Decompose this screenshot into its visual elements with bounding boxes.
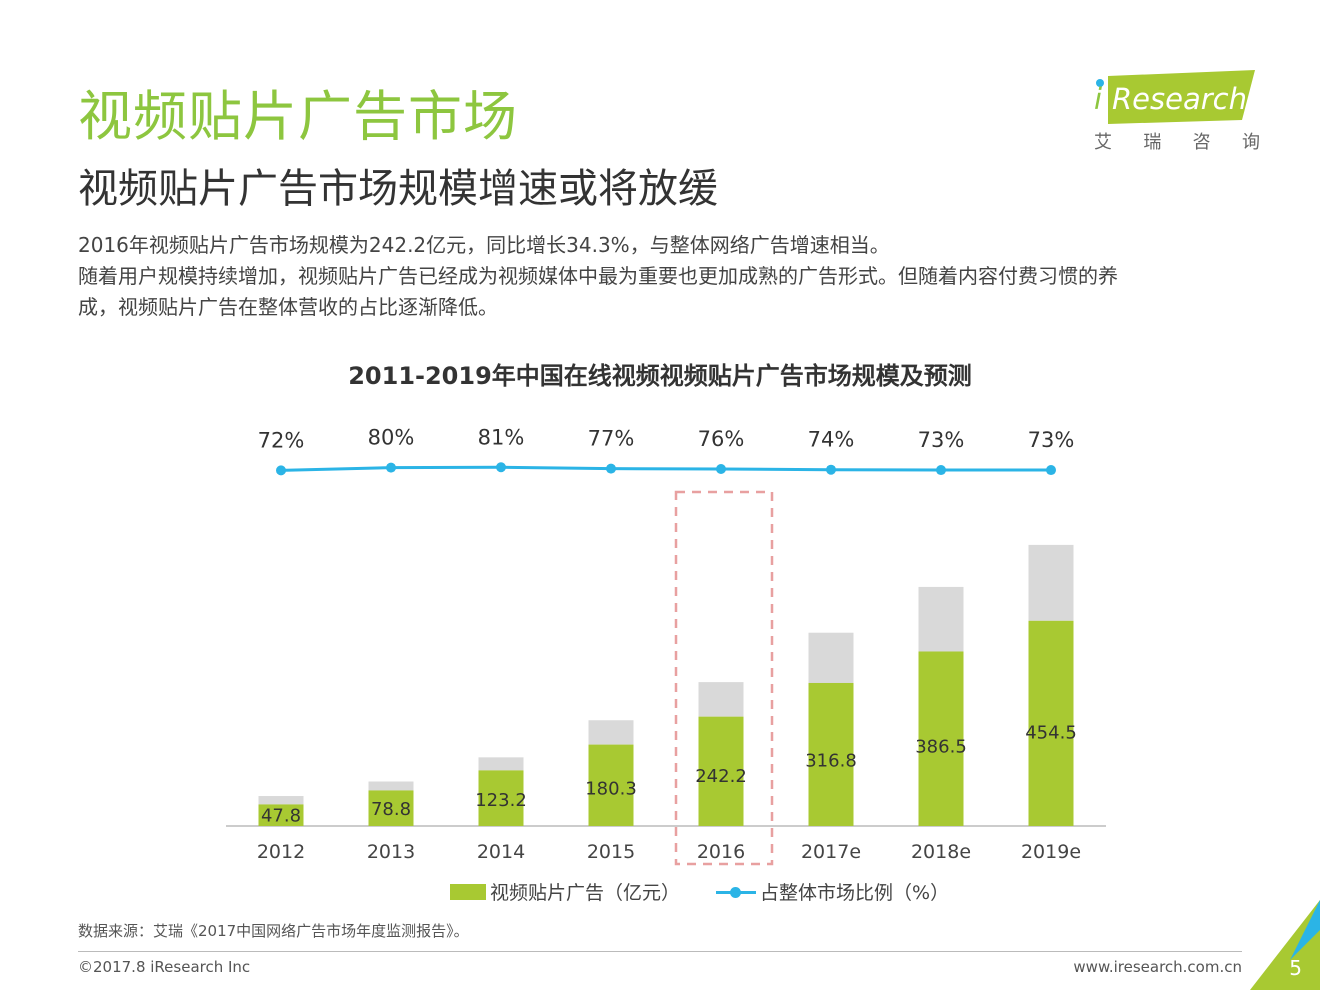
- bar-remainder: [698, 682, 744, 717]
- bar: [698, 716, 744, 826]
- page-title: 视频贴片广告市场: [78, 85, 518, 148]
- bar-remainder: [1028, 544, 1074, 621]
- ratio-label: 74%: [808, 428, 855, 452]
- legend-line-swatch: [716, 884, 757, 900]
- description-line-2: 随着用户规模持续增加，视频贴片广告已经成为视频媒体中最为重要也更加成熟的广告形式…: [78, 264, 1118, 288]
- bar-value-label: 242.2: [695, 766, 747, 787]
- bar-value-label: 180.3: [585, 778, 637, 799]
- data-source: 数据来源：艾瑞《2017中国网络广告市场年度监测报告》。: [78, 922, 469, 940]
- ratio-point: [496, 462, 506, 473]
- bar: [588, 744, 634, 826]
- bar: [1028, 620, 1074, 826]
- page-subtitle: 视频贴片广告市场规模增速或将放缓: [78, 166, 718, 212]
- legend-bar-swatch: [450, 883, 486, 900]
- bar-value-label: 47.8: [261, 805, 301, 826]
- bar-value-label: 386.5: [915, 736, 967, 757]
- bar-remainder: [808, 632, 854, 683]
- legend-line-label: 占整体市场比例（%）: [760, 882, 950, 904]
- ratio-label: 73%: [1028, 428, 1075, 452]
- ratio-label: 81%: [478, 425, 525, 449]
- x-tick-label: 2013: [367, 841, 415, 863]
- ratio-label: 73%: [918, 428, 965, 452]
- chart-title: 2011-2019年中国在线视频视频贴片广告市场规模及预测: [348, 362, 972, 390]
- description-line-1: 2016年视频贴片广告市场规模为242.2亿元，同比增长34.3%，与整体网络广…: [78, 233, 890, 257]
- logo-subtitle: 艾 瑞 咨 询: [1094, 128, 1260, 154]
- bar-value-label: 123.2: [475, 790, 527, 811]
- x-tick-label: 2019e: [1021, 841, 1081, 863]
- website-link[interactable]: www.iresearch.com.cn: [1073, 958, 1242, 976]
- bar-remainder: [368, 781, 414, 791]
- ratio-label: 76%: [698, 427, 745, 451]
- bar-value-label: 316.8: [805, 751, 857, 772]
- logo-sub-char: 咨: [1192, 132, 1211, 153]
- bar-remainder: [478, 757, 524, 771]
- x-tick-label: 2016: [697, 841, 745, 863]
- ratio-line: [280, 465, 1051, 472]
- bar-value-label: 78.8: [371, 799, 411, 820]
- logo-badge-shape: [1096, 70, 1255, 124]
- bar-remainder: [918, 586, 964, 652]
- x-tick-label: 2017e: [801, 841, 861, 863]
- bar: [368, 790, 414, 826]
- corner-decoration: [1250, 900, 1320, 990]
- logo-sub-char: 艾: [1094, 132, 1112, 153]
- ratio-point: [716, 464, 726, 474]
- ratio-point: [386, 462, 396, 473]
- ratio-point: [826, 464, 836, 475]
- copyright: ©2017.8 iResearch Inc: [78, 958, 251, 976]
- page-number: 5: [1289, 956, 1302, 980]
- bar: [258, 804, 304, 826]
- description: 2016年视频贴片广告市场规模为242.2亿元，同比增长34.3%，与整体网络广…: [78, 230, 1238, 323]
- logo-sub-char: 询: [1241, 132, 1260, 153]
- bar-remainder: [258, 796, 304, 805]
- ratio-point: [276, 465, 286, 476]
- ratio-label: 80%: [368, 426, 415, 450]
- highlight-box: [674, 490, 774, 866]
- chart-legend: 视频贴片广告（亿元） 占整体市场比例（%）: [450, 878, 949, 905]
- x-tick-label: 2012: [257, 841, 305, 863]
- legend-bar-label: 视频贴片广告（亿元）: [490, 882, 681, 904]
- logo-mark-i: i: [1094, 82, 1103, 116]
- description-line-3: 成，视频贴片广告在整体营收的占比逐渐降低。: [78, 295, 498, 319]
- bar: [478, 770, 524, 826]
- x-tick-label: 2015: [587, 841, 635, 863]
- logo-sub-char: 瑞: [1143, 132, 1162, 153]
- logo-mark-text: Research: [1112, 82, 1247, 116]
- ratio-point: [936, 465, 946, 476]
- iresearch-logo: i Research 艾 瑞 咨 询: [1090, 68, 1260, 158]
- bar-value-label: 454.5: [1025, 723, 1077, 744]
- bar: [918, 651, 964, 826]
- ratio-label: 77%: [588, 427, 635, 451]
- ratio-point: [1046, 465, 1056, 476]
- ratio-label: 72%: [258, 428, 305, 452]
- ratio-point: [606, 463, 616, 474]
- x-tick-label: 2014: [477, 841, 525, 863]
- bar-remainder: [588, 720, 634, 745]
- footer-divider: [78, 951, 1242, 952]
- x-tick-label: 2018e: [911, 841, 971, 863]
- bar: [808, 682, 854, 826]
